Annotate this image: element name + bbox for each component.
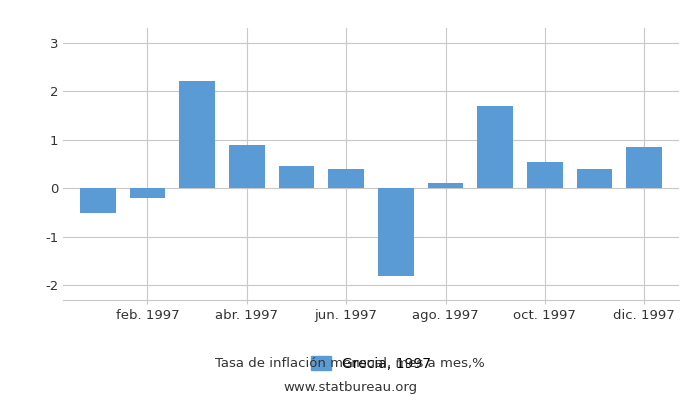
Bar — [428, 184, 463, 188]
Text: www.statbureau.org: www.statbureau.org — [283, 382, 417, 394]
Bar — [279, 166, 314, 188]
Bar — [229, 144, 265, 188]
Bar — [328, 169, 364, 188]
Bar — [378, 188, 414, 276]
Bar — [477, 106, 513, 188]
Bar — [130, 188, 165, 198]
Legend: Grecia, 1997: Grecia, 1997 — [305, 350, 437, 376]
Bar — [527, 162, 563, 188]
Bar — [577, 169, 612, 188]
Bar — [80, 188, 116, 212]
Bar — [179, 82, 215, 188]
Bar — [626, 147, 662, 188]
Text: Tasa de inflación mensual, mes a mes,%: Tasa de inflación mensual, mes a mes,% — [215, 358, 485, 370]
